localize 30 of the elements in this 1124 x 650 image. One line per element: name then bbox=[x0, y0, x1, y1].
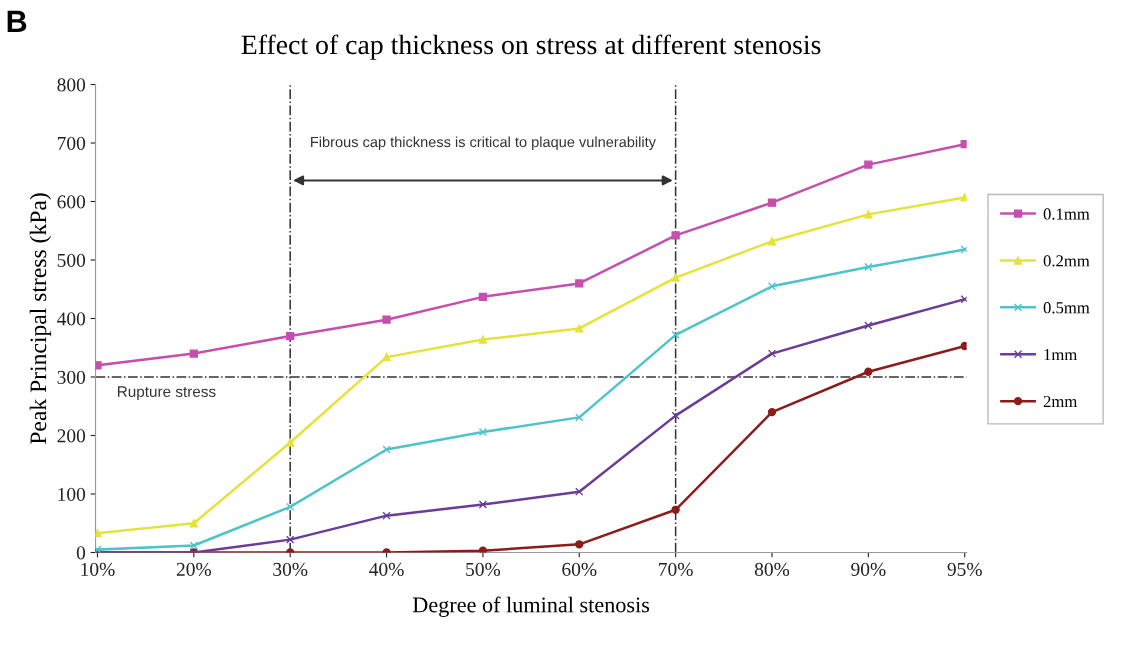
y-axis-title: Peak Principal stress (kPa) bbox=[29, 193, 52, 445]
y-tick-label: 300 bbox=[57, 370, 86, 384]
annotation: Fibrous cap thickness is critical to plaque vulnerability bbox=[311, 136, 656, 151]
x-tick-label: 20% bbox=[176, 562, 211, 576]
y-tick-label: 100 bbox=[58, 487, 86, 501]
legend-label: 1mm bbox=[1044, 349, 1078, 361]
x-tick-label: 50% bbox=[466, 562, 501, 576]
legend-label: 0.2mm bbox=[1043, 255, 1090, 267]
y-tick-label: 400 bbox=[57, 312, 86, 326]
y-tick-label: 600 bbox=[57, 195, 86, 209]
x-tick-label: 90% bbox=[851, 562, 886, 576]
legend-label: 2mm bbox=[1043, 395, 1078, 407]
text: B bbox=[7, 10, 27, 32]
x-tick-label: 70% bbox=[659, 562, 693, 576]
x-tick-label: 95% bbox=[947, 562, 982, 576]
x-tick-label: 60% bbox=[562, 562, 597, 576]
legend-label: 0.5mm bbox=[1043, 302, 1090, 314]
y-tick-label: 700 bbox=[57, 136, 86, 150]
y-tick-label: 0 bbox=[76, 546, 86, 560]
x-tick-label: 30% bbox=[273, 562, 308, 576]
y-tick-label: 500 bbox=[57, 253, 86, 267]
x-tick-label: 40% bbox=[369, 562, 404, 576]
ref-line-label: Rupture stress bbox=[117, 386, 216, 401]
x-axis-title: Degree of luminal stenosis bbox=[412, 596, 650, 617]
x-tick-label: 10% bbox=[81, 562, 115, 576]
chart-title: Effect of cap thickness on stress at different stenosis bbox=[241, 34, 821, 60]
x-tick-label: 80% bbox=[754, 562, 790, 576]
y-tick-label: 200 bbox=[57, 429, 86, 443]
y-tick-label: 800 bbox=[57, 78, 86, 92]
legend-label: 0.1mm bbox=[1043, 208, 1090, 220]
